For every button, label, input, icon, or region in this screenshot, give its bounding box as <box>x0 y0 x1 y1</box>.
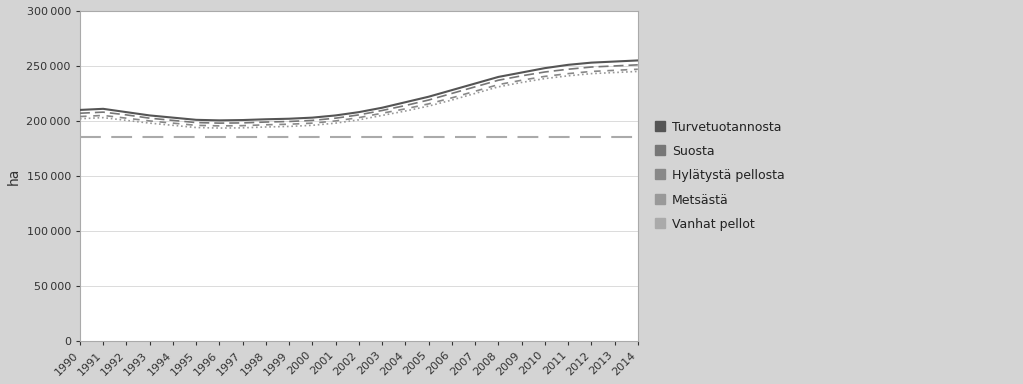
Legend: Turvetuotannosta, Suosta, Hylätystä pellosta, Metsästä, Vanhat pellot: Turvetuotannosta, Suosta, Hylätystä pell… <box>650 117 789 235</box>
Y-axis label: ha: ha <box>7 167 20 185</box>
